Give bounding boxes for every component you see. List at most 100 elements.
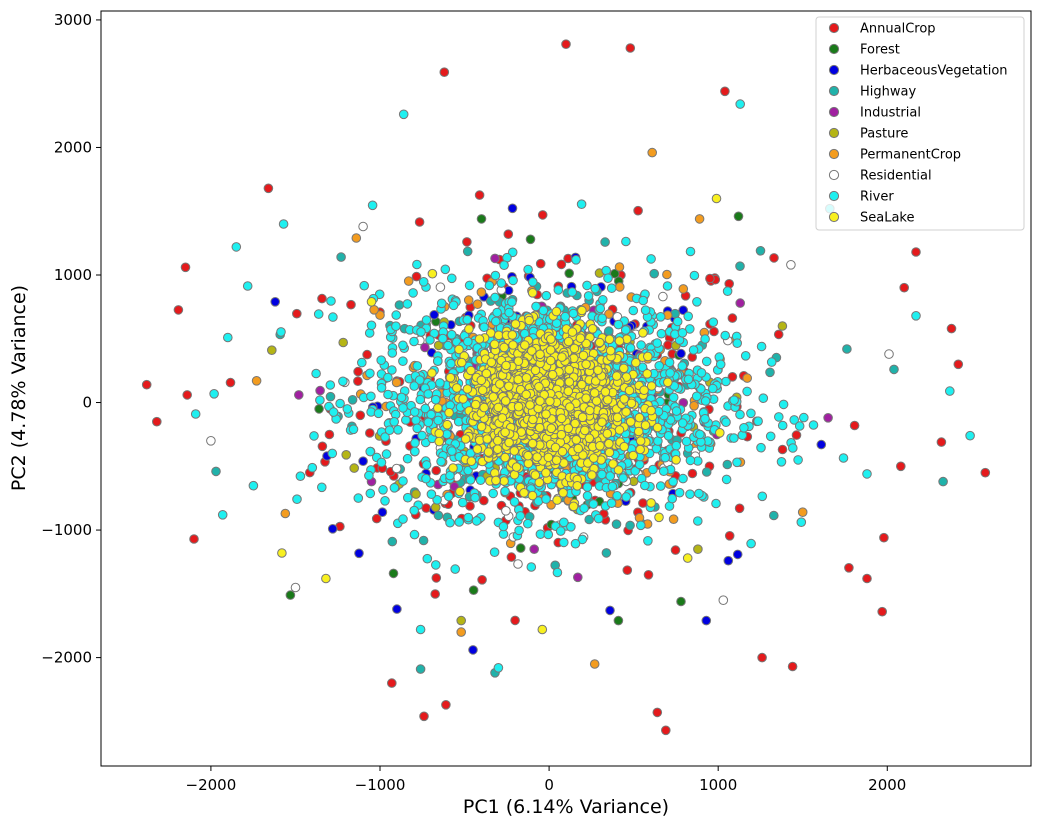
point-river <box>597 469 607 480</box>
point-sealake <box>604 438 614 449</box>
point-sealake <box>557 446 568 457</box>
point-annualcrop <box>899 282 910 293</box>
point-river <box>756 341 767 352</box>
point-sealake <box>427 368 437 378</box>
point-river <box>387 365 397 375</box>
point-sealake <box>614 425 625 435</box>
point-annualcrop <box>346 299 356 310</box>
point-river <box>412 259 422 270</box>
point-sealake <box>530 470 541 480</box>
x-tick-label: 2000 <box>868 776 906 794</box>
point-industrial <box>490 253 500 264</box>
point-sealake <box>577 379 587 390</box>
point-river <box>701 356 712 367</box>
point-river <box>603 273 613 284</box>
point-sealake <box>564 377 575 387</box>
point-permanentcrop <box>689 401 699 411</box>
point-sealake <box>511 462 522 472</box>
point-river <box>508 275 518 286</box>
point-river <box>326 296 336 306</box>
point-river <box>398 403 408 413</box>
point-river <box>700 396 711 406</box>
point-sealake <box>563 386 574 397</box>
point-sealake <box>572 481 583 491</box>
point-sealake <box>476 375 487 386</box>
point-sealake <box>479 402 489 413</box>
point-highway <box>415 664 426 674</box>
point-sealake <box>444 407 454 418</box>
point-pasture <box>433 340 444 351</box>
point-sealake <box>521 373 532 383</box>
point-river <box>566 522 576 532</box>
point-river <box>409 407 420 417</box>
point-river <box>541 494 551 504</box>
point-sealake <box>578 450 588 460</box>
point-river <box>423 389 434 399</box>
point-highway <box>842 344 852 354</box>
point-annualcrop <box>152 416 162 427</box>
point-river <box>757 491 768 502</box>
point-river <box>410 446 420 457</box>
point-sealake <box>578 350 589 361</box>
point-river <box>500 486 510 497</box>
point-river <box>408 288 418 298</box>
point-annualcrop <box>474 190 485 200</box>
point-river <box>454 517 465 527</box>
point-annualcrop <box>844 563 854 573</box>
point-sealake <box>604 334 615 345</box>
point-permanentcrop <box>391 377 402 388</box>
point-river <box>398 356 408 367</box>
point-river <box>433 415 444 426</box>
point-river <box>403 492 413 503</box>
point-sealake <box>527 346 537 356</box>
legend-label: Pasture <box>860 127 908 142</box>
point-permanentcrop <box>351 233 362 243</box>
point-forest <box>733 211 744 222</box>
point-river <box>601 265 612 276</box>
point-sealake <box>534 422 545 433</box>
point-river <box>588 499 599 509</box>
point-permanentcrop <box>280 508 291 519</box>
legend-label: PermanentCrop <box>860 148 961 163</box>
point-highway <box>938 476 948 487</box>
point-river <box>685 324 695 334</box>
point-sealake <box>546 423 557 434</box>
point-river <box>674 487 685 498</box>
point-sealake <box>448 463 458 473</box>
point-river <box>376 355 387 366</box>
point-river <box>582 491 593 501</box>
point-river <box>671 406 682 416</box>
point-annualcrop <box>189 534 199 544</box>
point-herbaceousvegetation <box>676 348 686 359</box>
point-river <box>630 466 641 476</box>
point-annualcrop <box>353 366 363 377</box>
point-river <box>552 567 563 578</box>
point-sealake <box>652 422 663 433</box>
point-herbaceousvegetation <box>270 297 281 307</box>
point-river <box>479 322 489 333</box>
point-sealake <box>442 419 453 430</box>
point-herbaceousvegetation <box>701 615 712 626</box>
point-river <box>389 417 400 427</box>
point-annualcrop <box>421 503 432 513</box>
point-sealake <box>640 420 651 431</box>
point-river <box>595 303 606 314</box>
point-river <box>493 663 504 673</box>
point-river <box>656 328 667 339</box>
point-river <box>568 308 579 319</box>
point-river <box>677 361 688 371</box>
point-highway <box>418 535 429 546</box>
point-sealake <box>532 452 542 462</box>
legend-label: Residential <box>860 169 932 184</box>
point-river <box>685 246 696 257</box>
point-forest <box>388 568 399 579</box>
point-river <box>560 311 571 322</box>
point-annualcrop <box>535 258 546 269</box>
point-herbaceousvegetation <box>392 604 402 614</box>
point-highway <box>462 246 473 257</box>
point-river <box>242 281 253 291</box>
point-sealake <box>568 501 579 512</box>
point-river <box>643 536 653 546</box>
point-sealake <box>541 409 551 420</box>
point-sealake <box>527 288 538 298</box>
